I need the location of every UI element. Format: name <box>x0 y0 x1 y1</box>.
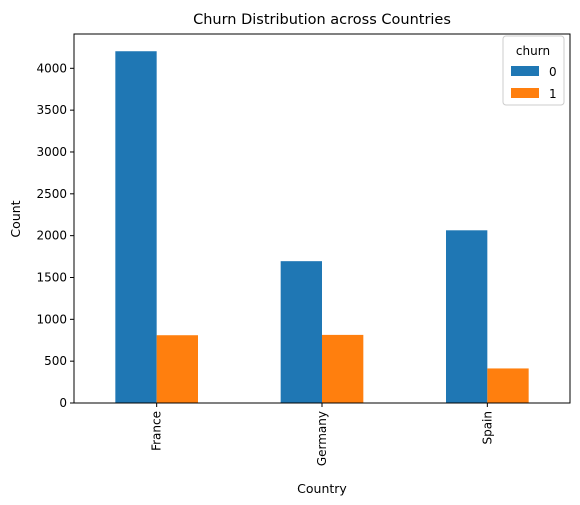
chart-title: Churn Distribution across Countries <box>193 12 451 28</box>
y-axis: 0 500 1000 1500 2000 2500 3000 3500 4000 <box>36 61 74 410</box>
y-tick-label: 2500 <box>36 187 67 201</box>
x-axis: France Germany Spain <box>150 403 494 466</box>
legend-label-0: 0 <box>549 65 557 79</box>
y-tick-label: 1500 <box>36 270 67 284</box>
y-tick-label: 2000 <box>36 229 67 243</box>
legend-items: 01 <box>511 65 557 101</box>
plot-frame <box>73 33 571 404</box>
bar-germany-churn-1 <box>322 334 364 403</box>
x-tick-label-germany: Germany <box>315 411 329 466</box>
y-tick-label: 4000 <box>36 61 67 75</box>
bar-germany-churn-0 <box>280 261 322 403</box>
y-tick-label: 3000 <box>36 145 67 159</box>
x-axis-title: Country <box>297 481 347 496</box>
y-tick-label: 1000 <box>36 312 67 326</box>
legend: churn 01 <box>502 35 565 106</box>
y-tick-label: 0 <box>59 396 67 410</box>
y-axis-title: Count <box>8 200 23 237</box>
bars-group <box>115 51 529 404</box>
legend-swatch-1 <box>511 88 539 98</box>
x-tick-label-spain: Spain <box>480 411 494 445</box>
y-tick-label: 3500 <box>36 103 67 117</box>
legend-swatch-0 <box>511 66 539 76</box>
bar-france-churn-0 <box>115 51 157 404</box>
legend-title: churn <box>516 44 550 58</box>
legend-label-1: 1 <box>549 87 557 101</box>
y-tick-label: 500 <box>44 354 67 368</box>
plot-area: 0 500 1000 1500 2000 2500 3000 3500 4000 France G… <box>36 33 571 466</box>
bar-spain-churn-0 <box>446 230 488 403</box>
bar-spain-churn-1 <box>487 368 529 403</box>
bar-france-churn-1 <box>156 335 198 403</box>
x-tick-label-france: France <box>150 411 164 451</box>
